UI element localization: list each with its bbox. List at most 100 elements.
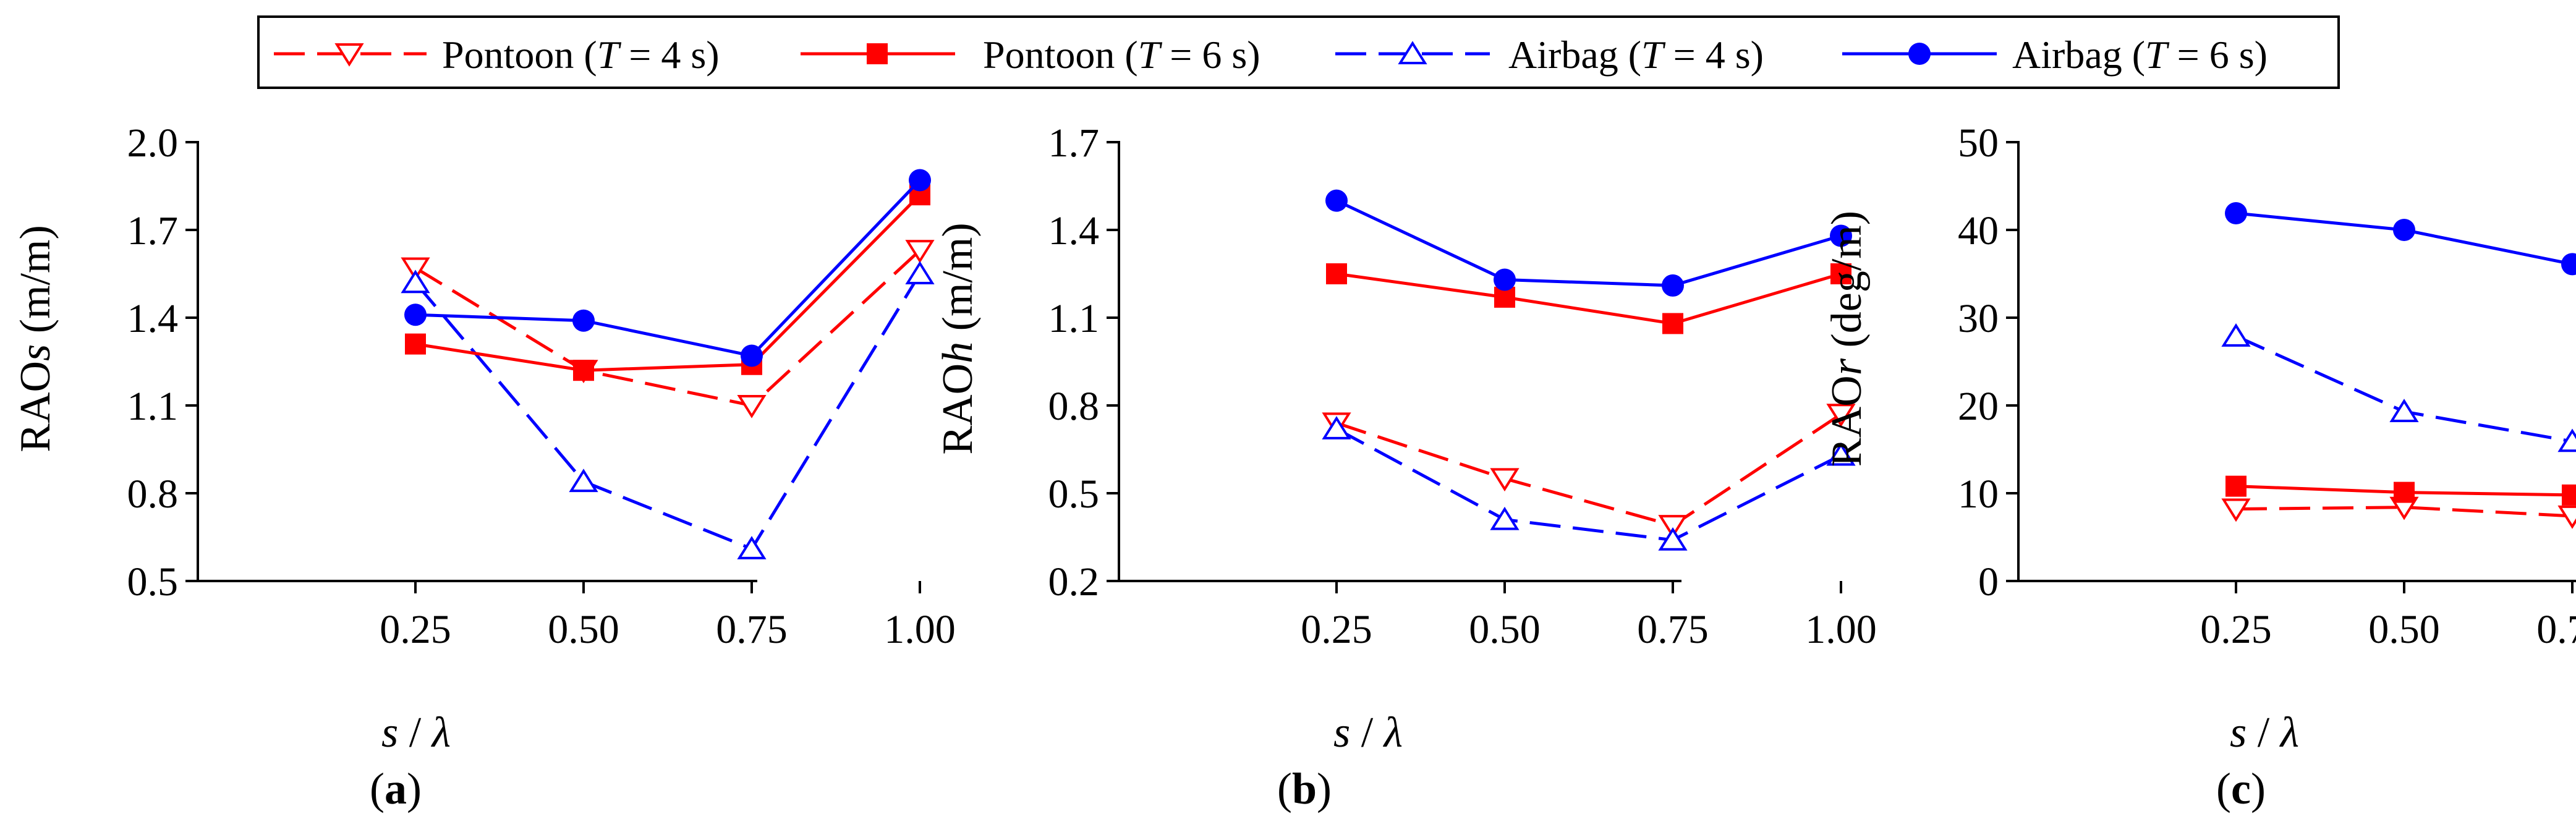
data-point-ab4: [1658, 527, 1688, 551]
panel-c-ylabel: RAOr (deg/m): [1823, 211, 1871, 467]
data-point-ab4: [1490, 506, 1520, 530]
panel-a-marks: [401, 169, 935, 559]
x-tick-label: 0.50: [548, 607, 619, 652]
data-point-pt4: [2221, 498, 2251, 522]
panel-c-xticks: 0.250.500.751.00: [2200, 581, 2576, 652]
panel-c-axes: [2017, 141, 2576, 582]
ylabel-unit: (m/m): [934, 223, 982, 341]
series-line-ab4: [1335, 427, 1842, 542]
ylabel-variable: r: [1823, 358, 1871, 375]
legend-cond-rest: = 4 s: [1664, 33, 1751, 77]
data-point-ab4: [2389, 399, 2419, 422]
panel-b-yticks: 0.2 0.5 0.8 1.1 1.4 1.7: [1048, 121, 1119, 604]
data-point-ab6: [404, 303, 427, 326]
y-tick-label: 1.4: [127, 296, 179, 341]
data-point-ab4: [737, 536, 767, 559]
panel-c: 0 10 20 30 40 50 0.250.500.751.00 RAOr (deg/m…: [1823, 121, 2576, 813]
series-line-ab6: [2235, 211, 2576, 266]
ylabel-unit: (deg/m): [1823, 211, 1871, 358]
x-tick-label: 0.75: [716, 607, 788, 652]
data-point-ab6: [2393, 219, 2415, 241]
data-point-pt6: [1326, 263, 1347, 284]
legend-series-name: Pontoon: [983, 33, 1115, 77]
data-point-pt6: [2562, 484, 2576, 506]
panel-c-xlabel: s / λ: [2230, 709, 2299, 757]
data-point-ab4: [905, 261, 935, 284]
series-line-ab4: [414, 273, 922, 551]
panel-a-yticks: 0.5 0.8 1.1 1.4 1.7 2.0: [127, 121, 198, 604]
legend-series-name: Airbag: [1508, 33, 1618, 77]
ylabel-variable: s: [12, 344, 59, 361]
y-tick-label: 0.8: [1048, 384, 1100, 429]
y-tick-label: 0: [1978, 559, 1999, 604]
ylabel-unit: (m/m): [12, 225, 59, 344]
caption-letter: b: [1292, 764, 1317, 813]
panel-b-ylabel: RAOh (m/m): [934, 223, 982, 454]
data-point-ab4: [2221, 323, 2251, 347]
y-tick-label: 0.5: [1048, 472, 1100, 517]
series-line-pt6: [2235, 485, 2576, 497]
y-tick-label: 20: [1958, 384, 1999, 429]
data-point-pt6: [405, 333, 426, 355]
y-tick-label: 50: [1958, 121, 1999, 166]
data-point-ab6: [1830, 224, 1852, 247]
legend-cond-var: T: [1641, 33, 1666, 77]
y-tick-label: 40: [1958, 208, 1999, 253]
x-tick-label: 0.50: [2368, 607, 2440, 652]
legend-label-pontoon-t6: Pontoon (T = 6 s): [983, 33, 1260, 77]
data-point-ab4: [1322, 416, 1351, 439]
data-point-ab4: [1826, 442, 1856, 466]
legend-cond-var: T: [2145, 33, 2170, 77]
y-tick-label: 30: [1958, 296, 1999, 341]
data-point-ab4: [2557, 428, 2576, 452]
x-tick-label: 0.25: [1301, 607, 1372, 652]
legend-cond-rest: = 6 s: [2167, 33, 2255, 77]
legend-series-name: Pontoon: [442, 33, 574, 77]
data-point-ab6: [1494, 268, 1516, 291]
xlabel-variable: s: [381, 709, 398, 757]
panel-b-xticks: 0.25 0.50 0.75 1.00: [1301, 581, 1877, 652]
panel-a-ylabel: RAOs (m/m): [12, 225, 59, 452]
data-point-pt4: [905, 240, 935, 263]
series-line-ab6: [415, 179, 921, 358]
data-point-ab6: [1325, 189, 1348, 212]
ylabel-prefix: RAO: [12, 361, 59, 452]
data-point-pt6: [2394, 481, 2415, 503]
xlabel-separator: /: [1350, 709, 1384, 757]
caption-letter: c: [2231, 764, 2251, 813]
caption-close: ): [1317, 764, 1332, 813]
xlabel-wavelength: λ: [2279, 709, 2299, 757]
caption-close: ): [407, 764, 422, 813]
legend-paren-close: ): [706, 33, 719, 77]
y-tick-label: 1.1: [127, 384, 179, 429]
x-tick-label: 1.00: [1805, 607, 1877, 652]
xlabel-wavelength: λ: [431, 709, 451, 757]
y-tick-label: 1.7: [127, 208, 179, 253]
panel-b-caption: (b): [1277, 764, 1332, 813]
x-tick-label: 0.25: [380, 607, 451, 652]
legend-paren-close: ): [1751, 33, 1764, 77]
y-tick-label: 1.4: [1048, 208, 1100, 253]
legend-paren-open: (: [2122, 33, 2145, 77]
x-tick-label: 0.75: [1637, 607, 1709, 652]
caption-open: (: [1277, 764, 1292, 813]
legend-marker-triangle-down-icon: [334, 43, 364, 67]
data-point-ab6: [909, 169, 931, 192]
y-tick-label: 2.0: [127, 121, 179, 166]
series-line-pt6: [415, 193, 921, 372]
caption-open: (: [2216, 764, 2231, 813]
panel-a-xticks: 0.25 0.50 0.75 1.00: [380, 581, 956, 652]
data-point-pt6: [1662, 313, 1683, 334]
data-point-ab6: [2225, 202, 2247, 225]
y-tick-label: 10: [1958, 472, 1999, 517]
legend-marker-square-icon: [867, 43, 888, 64]
xlabel-variable: s: [2230, 709, 2247, 757]
y-tick-label: 0.5: [127, 559, 179, 604]
panel-c-yticks: 0 10 20 30 40 50: [1958, 121, 2018, 604]
y-tick-label: 0.2: [1048, 559, 1100, 604]
data-point-ab4: [401, 269, 430, 294]
data-point-pt4: [1826, 404, 1856, 427]
legend-paren-open: (: [574, 33, 597, 77]
data-point-pt6: [573, 360, 594, 381]
legend-marker-triangle-up-icon: [1398, 41, 1427, 64]
